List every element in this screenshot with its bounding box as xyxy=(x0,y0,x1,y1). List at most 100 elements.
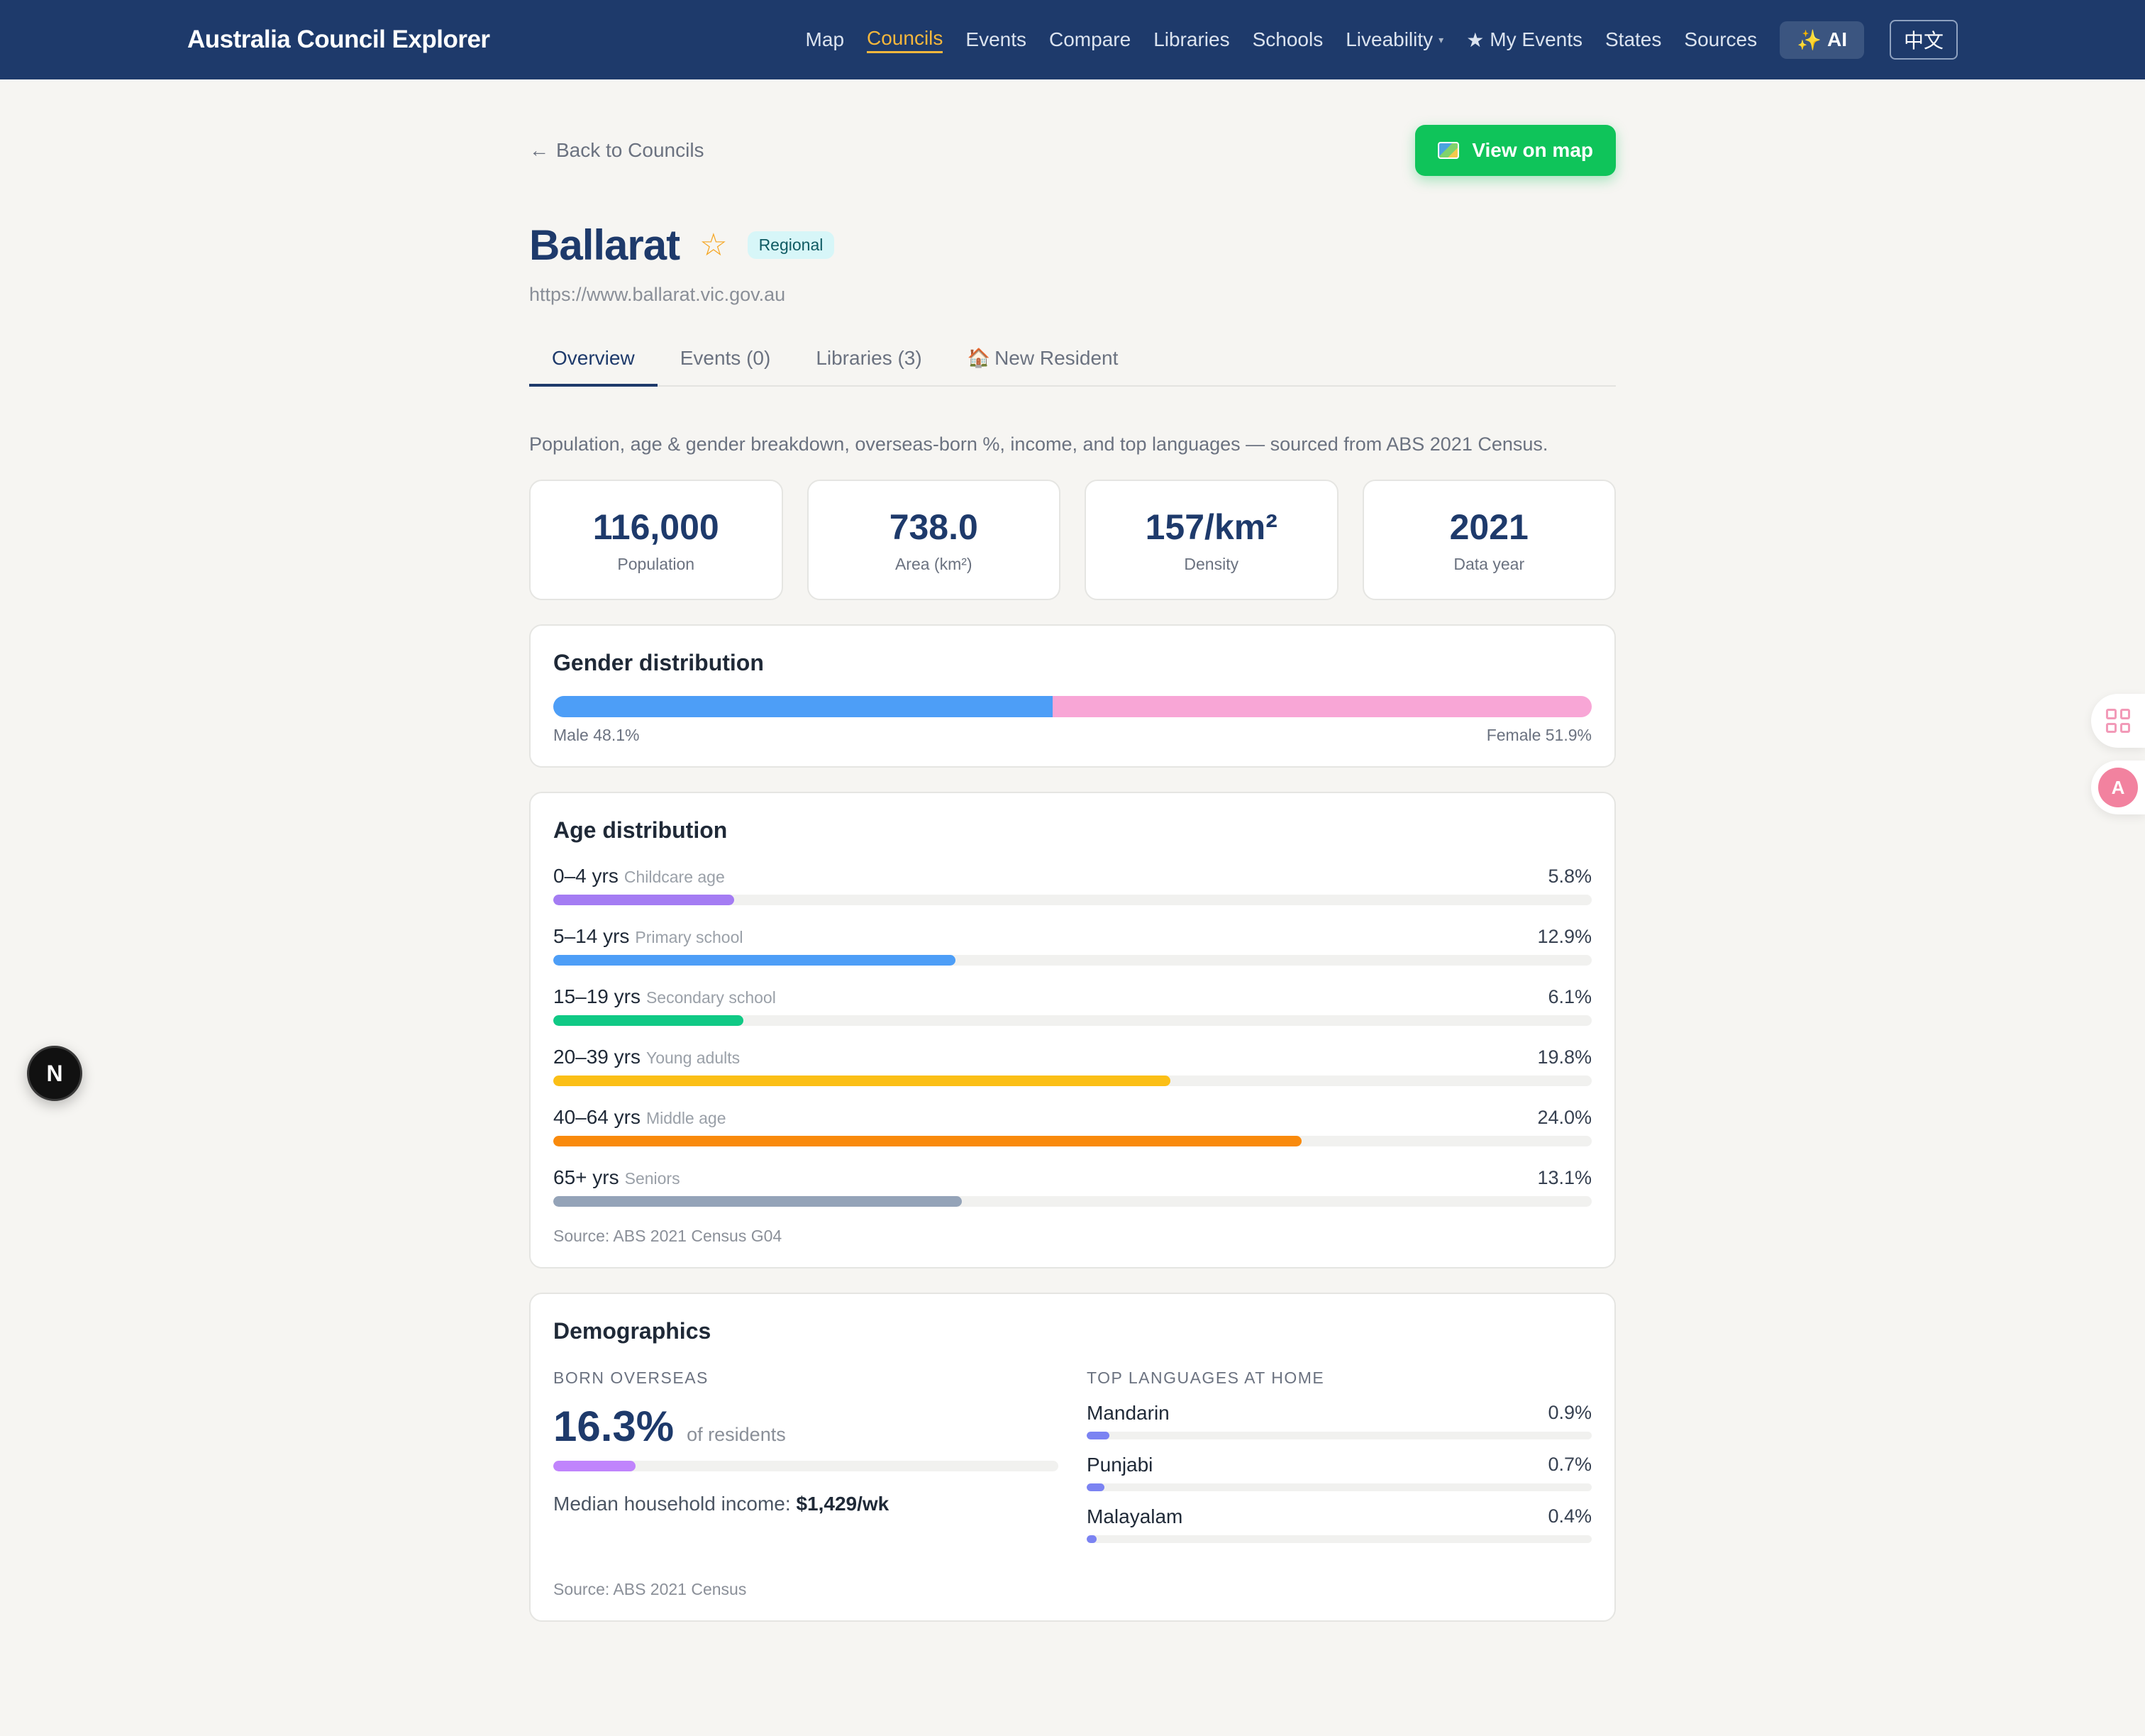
stat-card-population: 116,000 Population xyxy=(529,480,783,600)
age-desc: Primary school xyxy=(635,928,743,946)
stat-label: Area (km²) xyxy=(894,554,972,573)
age-desc: Middle age xyxy=(645,1109,726,1127)
brand-title[interactable]: Australia Council Explorer xyxy=(187,26,490,53)
translate-icon: A xyxy=(2098,768,2138,807)
region-badge: Regional xyxy=(747,231,835,259)
nav-my-events-label: My Events xyxy=(1490,28,1583,50)
age-list: 0–4 yrs Childcare age 5.8% 5–14 yrs Primary … xyxy=(553,865,1592,1207)
main-content: ← Back to Councils View on map Ballarat … xyxy=(529,79,1616,1622)
nav-liveability[interactable]: Liveability ▾ xyxy=(1346,28,1443,51)
apps-widget-button[interactable] xyxy=(2091,694,2145,748)
born-overseas-value: 16.3% xyxy=(553,1403,675,1450)
language-row-head: Mandarin 0.9% xyxy=(1087,1402,1592,1425)
gender-bar xyxy=(553,696,1592,717)
age-bar-track xyxy=(553,1076,1592,1086)
view-on-map-button[interactable]: View on map xyxy=(1415,125,1616,176)
stat-value: 2021 xyxy=(1449,507,1529,547)
language-pct: 0.9% xyxy=(1548,1402,1592,1423)
gender-title: Gender distribution xyxy=(553,650,764,675)
age-row: 5–14 yrs Primary school 12.9% xyxy=(553,925,1592,966)
tab-events-label: Events (0) xyxy=(680,347,771,369)
back-link-label: Back to Councils xyxy=(556,139,704,161)
age-row: 65+ yrs Seniors 13.1% xyxy=(553,1166,1592,1207)
female-label: Female 51.9% xyxy=(1486,726,1592,744)
nav-libraries[interactable]: Libraries xyxy=(1153,28,1229,51)
age-row-labels: 0–4 yrs Childcare age xyxy=(553,865,725,888)
nav-map-label: Map xyxy=(805,28,845,50)
nav-compare-label: Compare xyxy=(1049,28,1131,50)
page-title: Ballarat xyxy=(529,221,680,269)
tab-overview-label: Overview xyxy=(552,347,635,369)
born-overseas-track xyxy=(553,1461,1058,1471)
age-bar-track xyxy=(553,955,1592,966)
age-range: 5–14 yrs xyxy=(553,925,630,947)
nav-events[interactable]: Events xyxy=(965,28,1026,51)
income-label: Median household income: xyxy=(553,1493,791,1515)
tab-libraries[interactable]: Libraries (3) xyxy=(793,341,944,387)
age-bar-fill xyxy=(553,955,956,966)
stat-value: 738.0 xyxy=(889,507,978,547)
language-pct: 0.4% xyxy=(1548,1505,1592,1527)
nav-compare[interactable]: Compare xyxy=(1049,28,1131,51)
age-bar-track xyxy=(553,895,1592,905)
age-range: 40–64 yrs xyxy=(553,1106,641,1128)
nav-libraries-label: Libraries xyxy=(1153,28,1230,50)
nextjs-dev-badge-icon[interactable]: N xyxy=(27,1046,82,1101)
apps-icon xyxy=(2106,709,2130,733)
gender-bar-male xyxy=(553,696,1053,717)
language-row: Mandarin 0.9% xyxy=(1087,1402,1592,1439)
stat-card-area: 738.0 Area (km²) xyxy=(807,480,1060,600)
language-bar-track xyxy=(1087,1535,1592,1543)
back-to-councils-link[interactable]: ← Back to Councils xyxy=(529,139,704,162)
nav-sources[interactable]: Sources xyxy=(1684,28,1757,51)
tab-new-resident[interactable]: 🏠 New Resident xyxy=(945,341,1141,387)
stat-card-density: 157/km² Density xyxy=(1085,480,1338,600)
age-desc: Secondary school xyxy=(645,988,776,1007)
translate-widget-button[interactable]: A xyxy=(2091,761,2145,814)
age-desc: Childcare age xyxy=(623,868,725,886)
language-bar-fill xyxy=(1087,1535,1097,1543)
age-row: 20–39 yrs Young adults 19.8% xyxy=(553,1046,1592,1086)
age-bar-fill xyxy=(553,1196,962,1207)
age-row: 0–4 yrs Childcare age 5.8% xyxy=(553,865,1592,905)
male-label: Male 48.1% xyxy=(553,726,640,744)
tab-bar: Overview Events (0) Libraries (3) 🏠 New R… xyxy=(529,341,1616,387)
age-row-head: 5–14 yrs Primary school 12.9% xyxy=(553,925,1592,948)
ai-button[interactable]: ✨ AI xyxy=(1780,21,1864,59)
nav-states[interactable]: States xyxy=(1605,28,1661,51)
age-row-labels: 20–39 yrs Young adults xyxy=(553,1046,740,1068)
born-overseas-sub: of residents xyxy=(687,1424,786,1445)
nav-councils[interactable]: Councils xyxy=(867,27,943,53)
council-url[interactable]: https://www.ballarat.vic.gov.au xyxy=(529,284,786,305)
top-navbar: Australia Council Explorer Map Councils … xyxy=(0,0,2145,79)
nav-schools-label: Schools xyxy=(1252,28,1324,50)
age-row-head: 65+ yrs Seniors 13.1% xyxy=(553,1166,1592,1189)
age-pct: 24.0% xyxy=(1537,1107,1592,1128)
age-bar-fill xyxy=(553,895,734,905)
age-panel: Age distribution 0–4 yrs Childcare age 5.8… xyxy=(529,792,1616,1268)
age-bar-fill xyxy=(553,1015,744,1026)
back-row: ← Back to Councils View on map xyxy=(529,79,1616,214)
tab-libraries-label: Libraries (3) xyxy=(816,347,922,369)
nav-schools[interactable]: Schools xyxy=(1253,28,1324,51)
born-overseas-column: BORN OVERSEAS 16.3% of residents Median … xyxy=(553,1369,1058,1543)
favorite-star-icon[interactable]: ☆ xyxy=(699,227,728,262)
map-icon xyxy=(1438,142,1460,159)
tab-overview[interactable]: Overview xyxy=(529,341,658,387)
language-row: Malayalam 0.4% xyxy=(1087,1505,1592,1543)
nav-my-events[interactable]: ★ My Events xyxy=(1466,28,1583,52)
language-toggle-button[interactable]: 中文 xyxy=(1889,20,1958,60)
tab-events[interactable]: Events (0) xyxy=(658,341,794,387)
languages-label: TOP LANGUAGES AT HOME xyxy=(1087,1369,1325,1387)
age-row-labels: 40–64 yrs Middle age xyxy=(553,1106,726,1129)
age-range: 0–4 yrs xyxy=(553,865,619,887)
gender-labels: Male 48.1% Female 51.9% xyxy=(553,726,1592,745)
language-bar-fill xyxy=(1087,1432,1110,1439)
median-income: Median household income: $1,429/wk xyxy=(553,1493,1058,1515)
language-name: Punjabi xyxy=(1087,1454,1153,1476)
nav-map[interactable]: Map xyxy=(806,28,844,51)
stat-cards: 116,000 Population 738.0 Area (km²) 157/… xyxy=(529,480,1616,600)
age-row-head: 0–4 yrs Childcare age 5.8% xyxy=(553,865,1592,888)
arrow-left-icon: ← xyxy=(529,139,549,161)
stat-label: Population xyxy=(617,554,695,573)
